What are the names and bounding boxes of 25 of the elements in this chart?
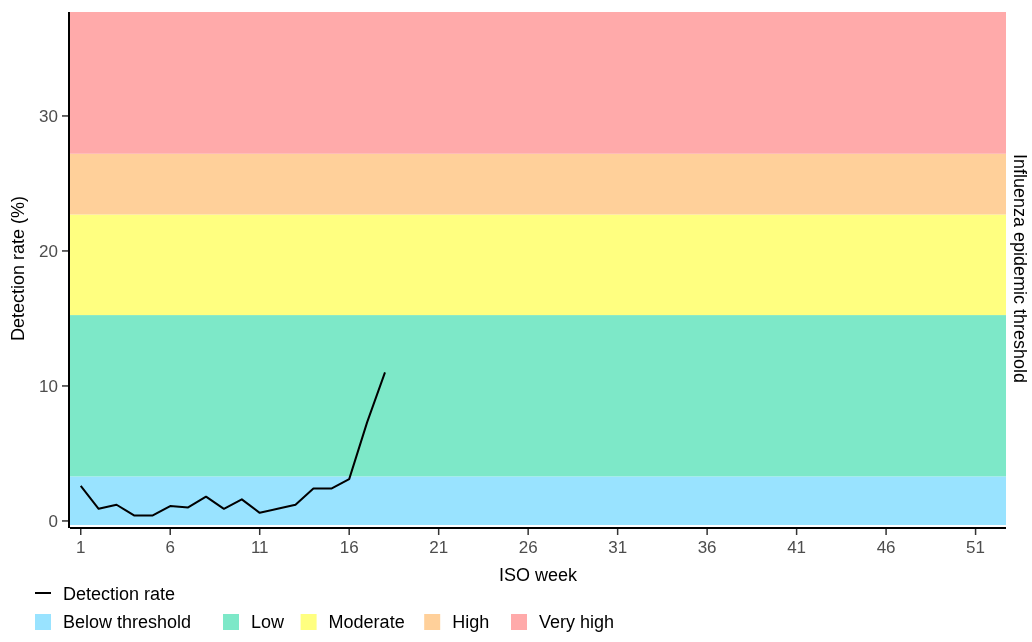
y2-axis-title: Influenza epidemic threshold (1010, 153, 1030, 384)
x-tick-label: 31 (608, 538, 628, 557)
x-tick-label: 26 (518, 538, 538, 557)
line-series (79, 371, 386, 517)
legend-label: High (452, 612, 490, 632)
y-tick-label: 10 (39, 376, 58, 396)
legend-label: Detection rate (63, 584, 176, 604)
x-axis-title: ISO week (498, 565, 579, 585)
y-tick-label: 0 (48, 511, 58, 531)
x-tick-label: 46 (876, 538, 896, 557)
x-tick-label: 36 (697, 538, 717, 557)
y-axis-title: Detection rate (%) (8, 195, 28, 342)
x-tick-label: 1 (76, 538, 86, 557)
x-tick-label: 51 (966, 538, 986, 557)
legend-label: Moderate (328, 612, 405, 632)
x-tick-label: 41 (787, 538, 807, 557)
legend-label: Low (251, 612, 286, 632)
x-tick-label: 11 (250, 538, 269, 557)
y-tick-label: 20 (39, 241, 58, 261)
x-tick-label: 16 (339, 538, 359, 557)
x-tick-label: 21 (429, 538, 449, 557)
legend-label: Below threshold (63, 612, 192, 632)
x-tick-label: 6 (165, 538, 175, 557)
legend-label: Very high (539, 612, 615, 632)
y-tick-label: 30 (39, 106, 58, 126)
